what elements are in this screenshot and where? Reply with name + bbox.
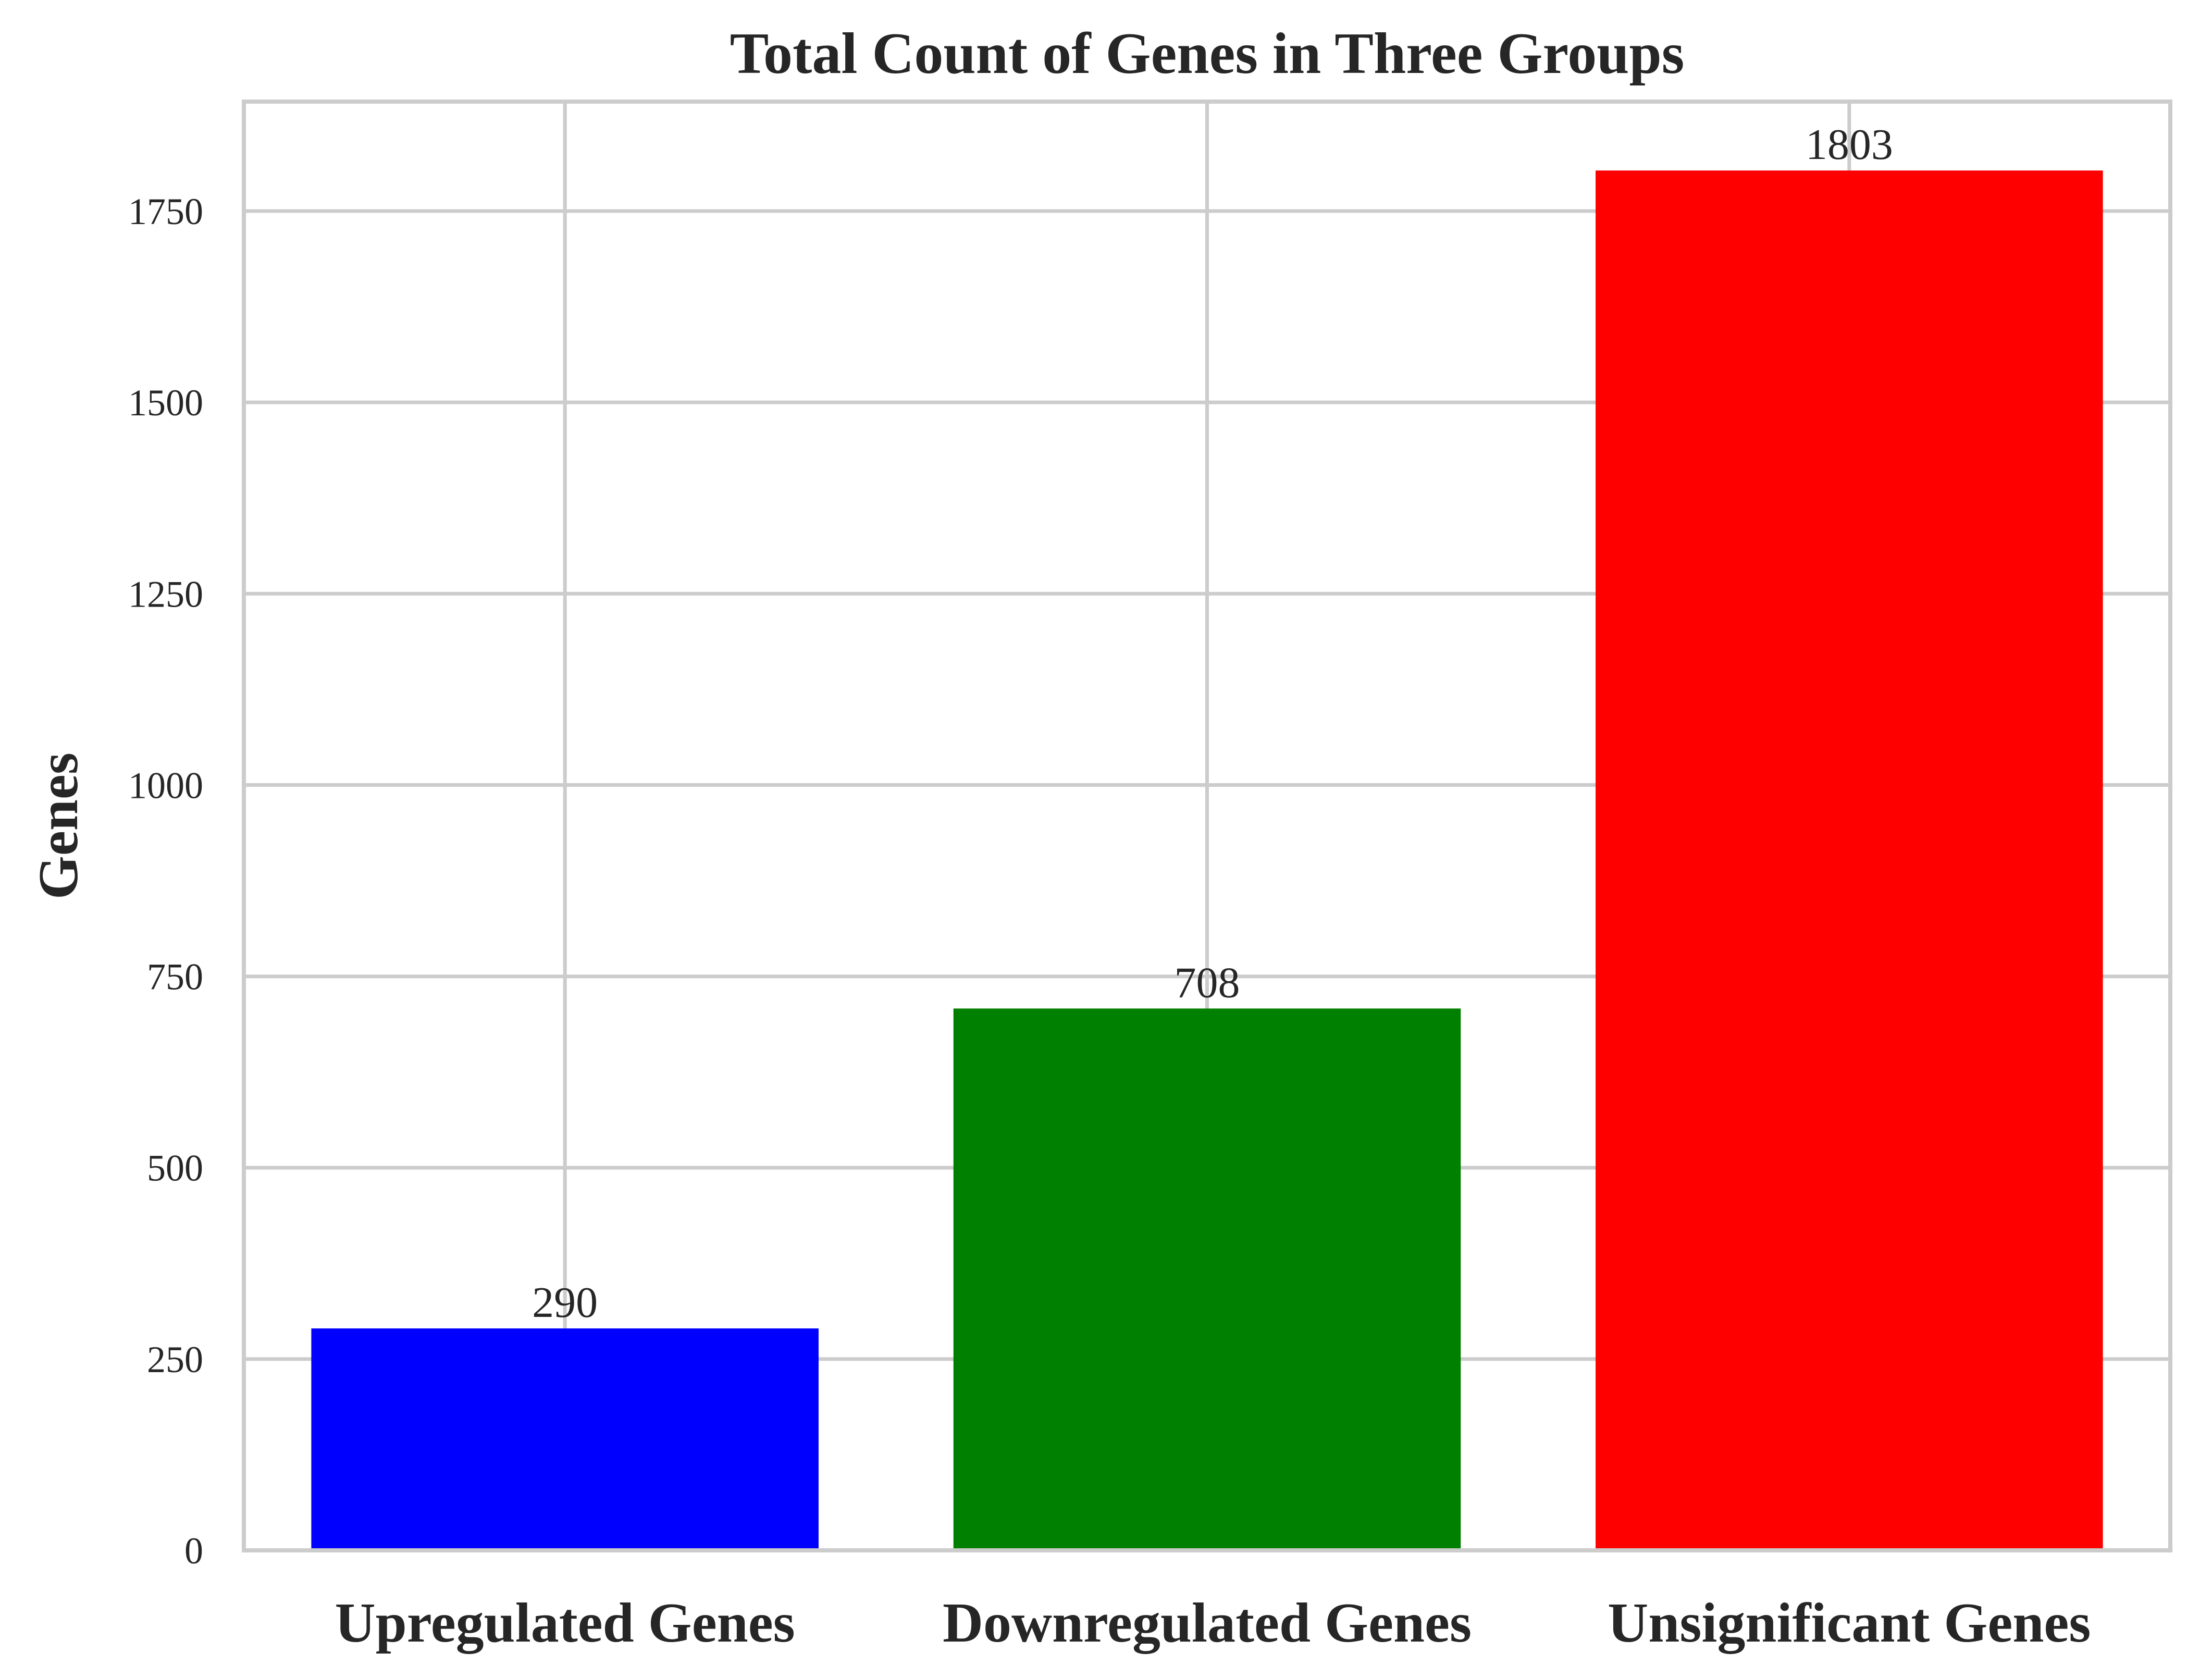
- y-tick-labels: 0 250 500 750 1000 1250 1500 1750: [128, 191, 203, 1572]
- data-label: 708: [1175, 958, 1240, 1007]
- y-tick-label: 1000: [128, 764, 203, 806]
- y-axis-title: Genes: [28, 753, 90, 899]
- bar: [953, 1008, 1461, 1550]
- bar: [1596, 170, 2103, 1550]
- y-tick-label: 0: [184, 1530, 203, 1572]
- x-tick-label: Downregulated Genes: [943, 1592, 1472, 1654]
- x-tick-label: Upregulated Genes: [335, 1592, 795, 1654]
- data-label: 290: [532, 1278, 598, 1327]
- y-tick-label: 500: [147, 1148, 203, 1189]
- y-tick-label: 750: [147, 956, 203, 998]
- plot-frame: [242, 100, 2172, 1552]
- y-tick-label: 1250: [128, 573, 203, 615]
- y-tick-label: 250: [147, 1339, 203, 1380]
- x-tick-labels: Upregulated Genes Downregulated Genes Unsi…: [335, 1592, 2091, 1654]
- y-tick-label: 1500: [128, 382, 203, 424]
- data-labels: 290 708 1803: [532, 120, 1893, 1327]
- chart-title: Total Count of Genes in Three Groups: [730, 21, 1685, 86]
- x-tick-label: Unsignificant Genes: [1608, 1592, 2091, 1654]
- bar: [311, 1328, 819, 1550]
- bars-layer: [311, 170, 2103, 1550]
- y-tick-label: 1750: [128, 191, 203, 232]
- data-label: 1803: [1806, 120, 1893, 169]
